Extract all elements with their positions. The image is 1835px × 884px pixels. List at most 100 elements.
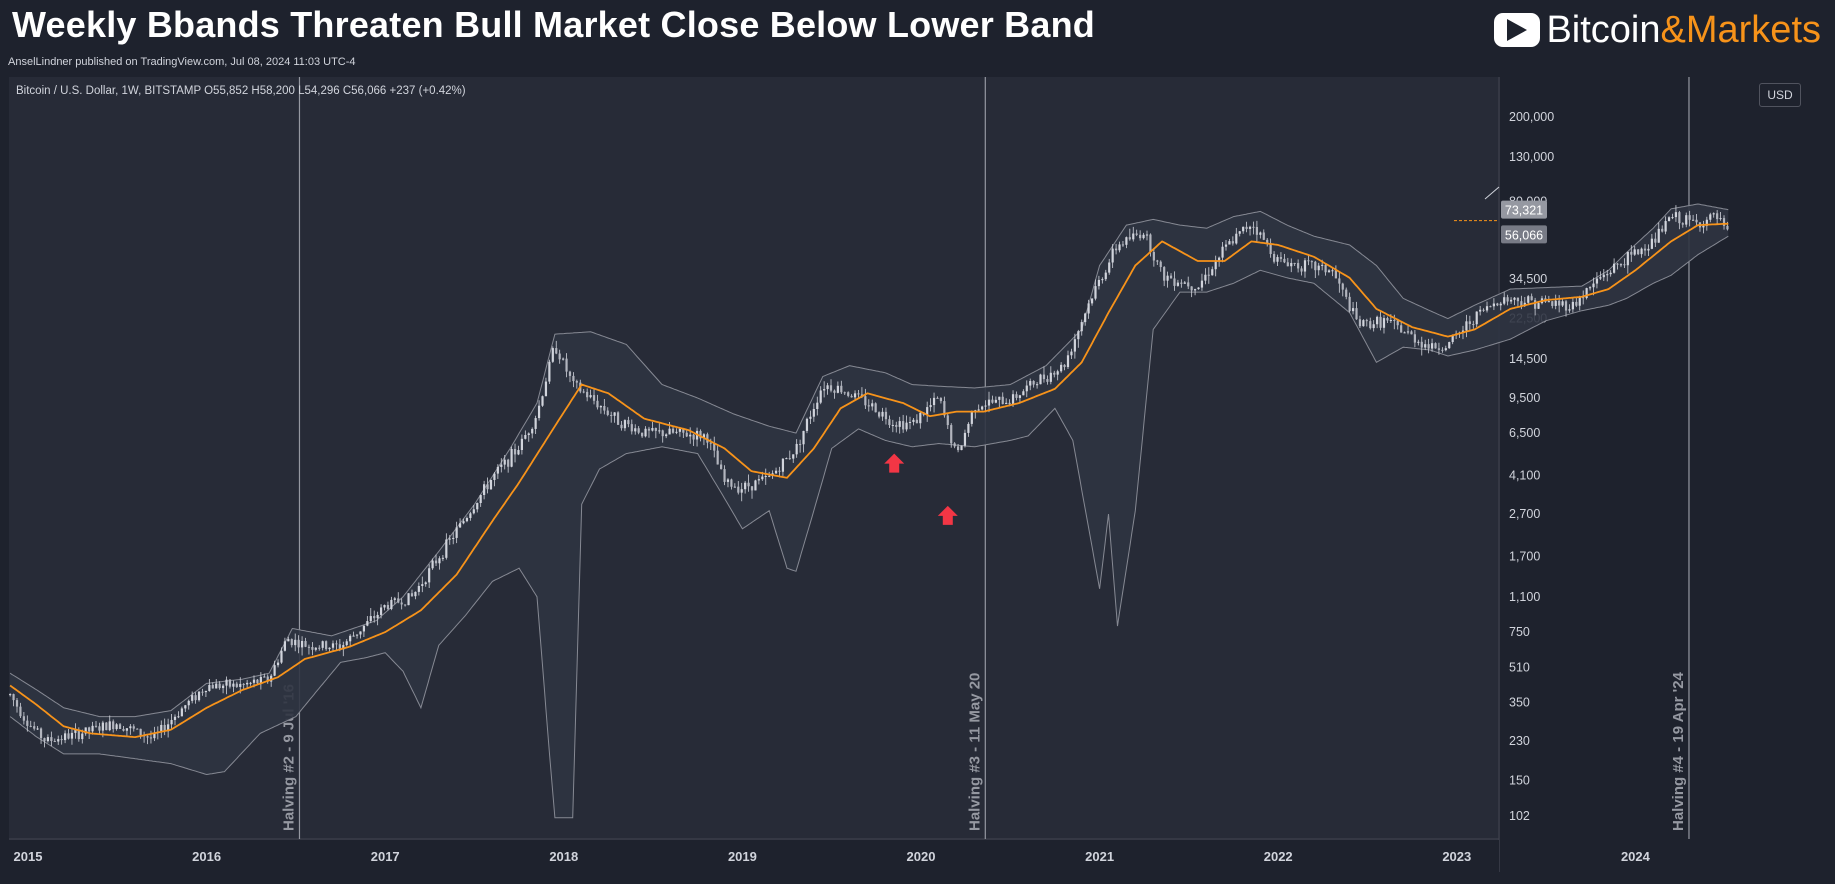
candle-body: [136, 728, 139, 730]
candle-body: [1626, 251, 1629, 266]
candle-body: [246, 682, 249, 685]
candle-body: [314, 647, 317, 650]
candle-body: [1269, 243, 1272, 255]
candle-body: [197, 691, 201, 701]
candle-body: [153, 732, 156, 739]
candle-body: [1090, 298, 1094, 304]
candle-body: [1479, 309, 1482, 312]
y-tick-label: 6,500: [1509, 426, 1540, 440]
candle-body: [431, 560, 434, 569]
candle-body: [276, 662, 280, 666]
lower-band-line: [9, 235, 1729, 819]
candle-body: [1592, 283, 1595, 288]
candle-body: [1125, 237, 1128, 245]
candle-body: [211, 684, 214, 689]
candle-body: [1561, 301, 1564, 306]
candle-body: [520, 438, 523, 451]
time-axis-band: [9, 840, 1499, 872]
candle-body: [967, 423, 970, 433]
candle-body: [1348, 296, 1351, 312]
candle-body: [1575, 301, 1578, 306]
candle-body: [1084, 313, 1087, 323]
candle-body: [816, 402, 819, 409]
candle-body: [1643, 248, 1647, 251]
x-tick-label: 2018: [549, 849, 578, 864]
candle-body: [366, 621, 369, 626]
candle-body: [208, 684, 211, 691]
y-tick-label: 510: [1509, 661, 1530, 675]
candle-body: [582, 391, 585, 393]
candle-body: [1242, 226, 1245, 232]
candle-body: [1022, 391, 1025, 396]
candle-body: [926, 407, 929, 415]
y-tick-label: 200,000: [1509, 110, 1554, 124]
candle-body: [685, 432, 688, 437]
candle-body: [300, 640, 304, 648]
candle-body: [616, 412, 620, 425]
candle-body: [1406, 331, 1410, 333]
candle-body: [1218, 257, 1221, 261]
chart-panel[interactable]: 102 150 230 350 510 750 1,100 1,700 2,700 4,100 6,…: [9, 77, 1835, 872]
candle-body: [812, 408, 815, 417]
candle-body: [513, 448, 517, 455]
candle-body: [373, 616, 376, 619]
candle-body: [981, 406, 984, 410]
candle-body: [1338, 278, 1341, 284]
candle-body: [1472, 324, 1475, 326]
candle-body: [349, 635, 352, 642]
candle-body: [1674, 212, 1678, 218]
candle-body: [613, 412, 616, 416]
candle-body: [98, 726, 101, 731]
candle-body: [1547, 301, 1550, 303]
candle-body: [1571, 301, 1574, 310]
candle-body: [1647, 248, 1650, 251]
x-tick-label: 2023: [1442, 849, 1471, 864]
candle-body: [853, 393, 857, 398]
candle-body: [970, 411, 973, 424]
candle-body: [1503, 297, 1506, 304]
candle-body: [465, 518, 469, 522]
candle-body: [228, 679, 232, 687]
candle-body: [63, 733, 67, 741]
candle-body: [1197, 287, 1200, 290]
candle-body: [1300, 268, 1303, 272]
brand-markets: &Markets: [1660, 8, 1821, 51]
candle-body: [606, 410, 609, 415]
candle-body: [1492, 303, 1495, 307]
candle-body: [386, 605, 390, 609]
candle-body: [1578, 297, 1581, 306]
candle-body: [1266, 239, 1269, 244]
candle-body: [1135, 233, 1138, 235]
candle-body: [589, 395, 592, 398]
candle-body: [115, 724, 118, 730]
candle-body: [1695, 219, 1698, 223]
candle-body: [397, 598, 400, 603]
candle-body: [180, 708, 183, 717]
currency-selector[interactable]: USD: [1759, 83, 1801, 107]
candle-body: [551, 348, 554, 362]
candle-body: [1430, 343, 1434, 349]
candle-body: [359, 631, 362, 635]
candle-body: [342, 645, 345, 650]
y-tick-label: 230: [1509, 734, 1530, 748]
candle-body: [328, 647, 331, 650]
candle-body: [603, 405, 606, 411]
candle-body: [1008, 402, 1011, 405]
candle-body: [1018, 395, 1022, 398]
candle-body: [67, 733, 70, 739]
candle-body: [1283, 258, 1286, 263]
youtube-play-icon: [1494, 13, 1541, 47]
candle-body: [1534, 300, 1537, 309]
candle-body: [1427, 344, 1430, 349]
candle-body: [118, 724, 122, 729]
candle-body: [307, 646, 311, 648]
candle-body: [1324, 264, 1327, 273]
candle-body: [902, 421, 905, 430]
candle-body: [939, 398, 943, 402]
candle-body: [823, 389, 826, 391]
price-chart[interactable]: 102 150 230 350 510 750 1,100 1,700 2,700 4,100 6,…: [9, 77, 1835, 872]
candle-body: [1039, 374, 1042, 385]
candle-body: [1166, 275, 1169, 281]
candle-body: [568, 371, 572, 376]
candle-body: [1554, 300, 1557, 306]
